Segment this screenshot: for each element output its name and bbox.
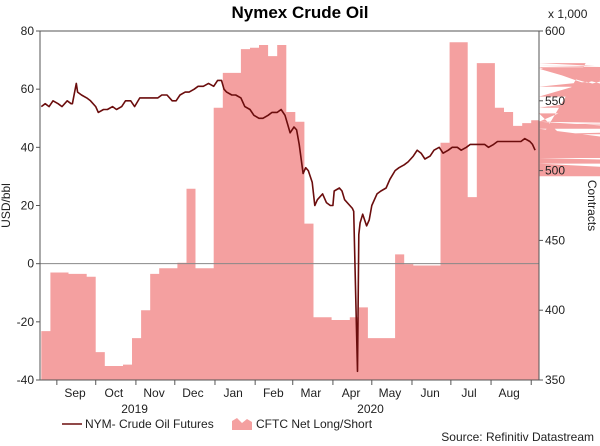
x-year-label: 2020	[357, 402, 384, 416]
left-tick-label: 0	[27, 257, 34, 271]
right-tick-label: 550	[545, 94, 565, 108]
x-tick-label: Nov	[143, 386, 164, 400]
cftc-area-layer	[41, 42, 600, 380]
x-tick-label: Oct	[105, 386, 124, 400]
futures-line	[40, 79, 536, 373]
futures-line-layer	[40, 79, 536, 373]
left-axis-title: USD/bbl	[0, 183, 13, 228]
left-tick-label: -20	[17, 315, 35, 329]
x-tick-label: Dec	[182, 386, 203, 400]
x-tick-label: Jul	[461, 386, 476, 400]
x-axis: Sep Oct Nov Dec Jan Feb Mar Apr May Jun Jul Aug 2019…	[56, 380, 532, 416]
x-tick-label: Sep	[64, 386, 86, 400]
x-year-label: 2019	[121, 402, 148, 416]
right-axis: 350 400 450 500 550 600	[539, 24, 565, 387]
x-tick-label: Apr	[342, 386, 361, 400]
left-tick-label: 60	[21, 82, 35, 96]
left-tick-label: -40	[17, 373, 35, 387]
x-tick-label: Jan	[223, 386, 242, 400]
x-tick-label: Feb	[263, 386, 284, 400]
right-tick-label: 600	[545, 24, 565, 38]
right-tick-label: 450	[545, 233, 565, 247]
right-tick-label: 400	[545, 303, 565, 317]
left-tick-label: 20	[21, 199, 35, 213]
right-axis-scale-note: x 1,000	[548, 7, 588, 21]
legend-label-futures: NYM- Crude Oil Futures	[85, 417, 214, 431]
right-tick-label: 500	[545, 164, 565, 178]
x-tick-label: Aug	[499, 386, 520, 400]
legend-swatch-cftc	[232, 418, 252, 430]
cftc-area	[41, 42, 600, 380]
legend: NYM- Crude Oil Futures CFTC Net Long/Sho…	[62, 417, 373, 431]
x-tick-label: Mar	[301, 386, 322, 400]
x-tick-label: Jun	[420, 386, 439, 400]
chart-title: Nymex Crude Oil	[232, 3, 369, 22]
left-axis: -40 -20 0 20 40 60 80	[17, 24, 40, 387]
left-tick-label: 80	[21, 24, 35, 38]
plot-area	[39, 30, 600, 381]
left-tick-label: 40	[21, 140, 35, 154]
x-tick-label: May	[379, 386, 402, 400]
legend-label-cftc: CFTC Net Long/Short	[256, 417, 373, 431]
right-tick-label: 350	[545, 373, 565, 387]
right-axis-title: Contracts	[585, 180, 599, 231]
source-note: Source: Refinitiv Datastream	[441, 430, 594, 444]
